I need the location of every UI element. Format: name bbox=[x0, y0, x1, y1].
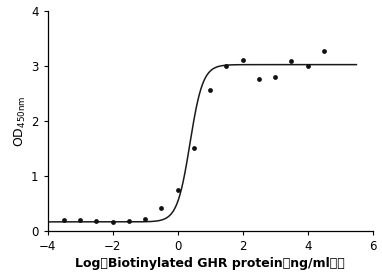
Point bbox=[158, 206, 164, 210]
Point bbox=[304, 63, 311, 68]
Point bbox=[77, 218, 83, 222]
Point bbox=[207, 88, 213, 92]
Point bbox=[61, 218, 67, 222]
Point bbox=[93, 219, 99, 224]
Point bbox=[240, 58, 246, 62]
X-axis label: Log（Biotinylated GHR protein（ng/ml））: Log（Biotinylated GHR protein（ng/ml）） bbox=[75, 258, 345, 270]
Point bbox=[256, 77, 262, 81]
Point bbox=[110, 220, 116, 224]
Y-axis label: OD$_{450\mathregular{nm}}$: OD$_{450\mathregular{nm}}$ bbox=[13, 95, 28, 147]
Point bbox=[288, 59, 295, 63]
Point bbox=[142, 217, 148, 221]
Point bbox=[175, 188, 181, 192]
Point bbox=[223, 63, 230, 68]
Point bbox=[191, 146, 197, 151]
Point bbox=[321, 49, 327, 53]
Point bbox=[126, 219, 132, 223]
Point bbox=[272, 75, 278, 79]
